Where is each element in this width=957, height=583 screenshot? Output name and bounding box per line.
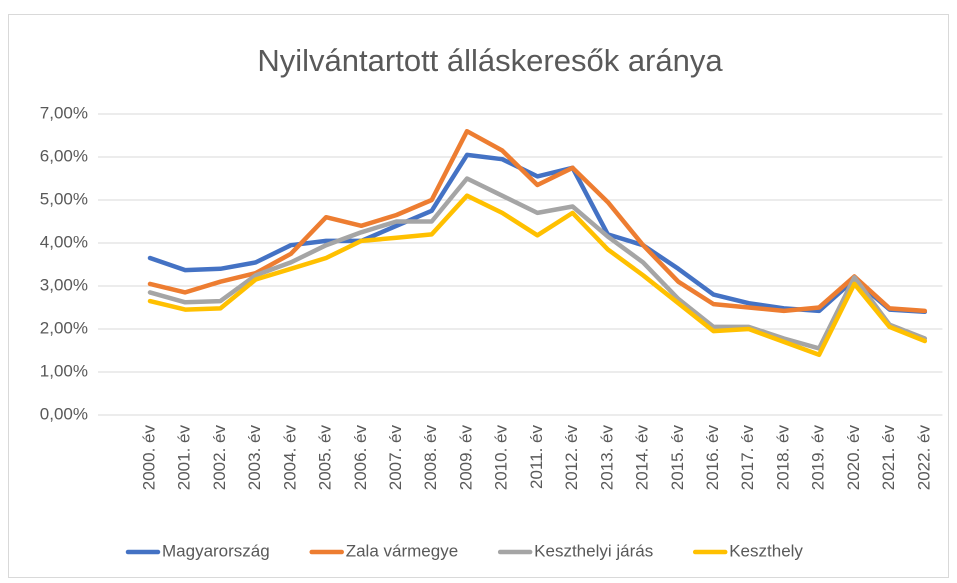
x-tick-label: 2005. év <box>316 425 335 491</box>
x-tick-label: 2016. év <box>703 425 722 491</box>
legend-label: Keszthelyi járás <box>534 541 653 560</box>
series-line <box>147 128 928 314</box>
x-tick-label: 2014. év <box>633 425 652 491</box>
x-tick-label: 2002. év <box>210 425 229 491</box>
x-tick-label: 2017. év <box>738 425 757 491</box>
y-tick-label: 2,00% <box>40 318 88 337</box>
legend-label: Zala vármegye <box>346 541 458 560</box>
x-tick-label: 2021. év <box>879 425 898 491</box>
x-tick-label: 2008. év <box>421 425 440 491</box>
x-tick-label: 2003. év <box>245 425 264 491</box>
x-tick-label: 2020. év <box>844 425 863 491</box>
x-tick-label: 2000. év <box>139 425 158 491</box>
x-tick-label: 2011. év <box>527 425 546 489</box>
y-tick-label: 1,00% <box>40 361 88 380</box>
legend-label: Magyarország <box>162 541 270 560</box>
x-tick-label: 2009. év <box>456 425 475 491</box>
x-tick-label: 2018. év <box>773 425 792 491</box>
x-tick-label: 2007. év <box>386 425 405 491</box>
x-tick-label: 2006. év <box>351 425 370 491</box>
x-tick-label: 2015. év <box>668 425 687 491</box>
legend-label: Keszthely <box>729 541 803 560</box>
chart-title: Nyilvántartott álláskeresők aránya <box>257 43 723 78</box>
x-tick-label: 2010. év <box>492 425 511 491</box>
x-tick-label: 2022. év <box>914 425 933 491</box>
x-tick-label: 2019. év <box>809 425 828 491</box>
series-line <box>147 193 928 358</box>
y-tick-label: 6,00% <box>40 146 88 165</box>
x-tick-label: 2001. év <box>175 425 194 491</box>
x-tick-label: 2012. év <box>562 425 581 491</box>
y-tick-label: 7,00% <box>40 103 88 122</box>
x-tick-label: 2004. év <box>280 425 299 491</box>
y-tick-label: 5,00% <box>40 189 88 208</box>
x-tick-label: 2013. év <box>597 425 616 491</box>
y-tick-label: 0,00% <box>40 404 88 423</box>
y-tick-label: 4,00% <box>40 232 88 251</box>
y-tick-label: 3,00% <box>40 275 88 294</box>
series-line <box>147 176 928 351</box>
chart-frame <box>8 14 949 578</box>
